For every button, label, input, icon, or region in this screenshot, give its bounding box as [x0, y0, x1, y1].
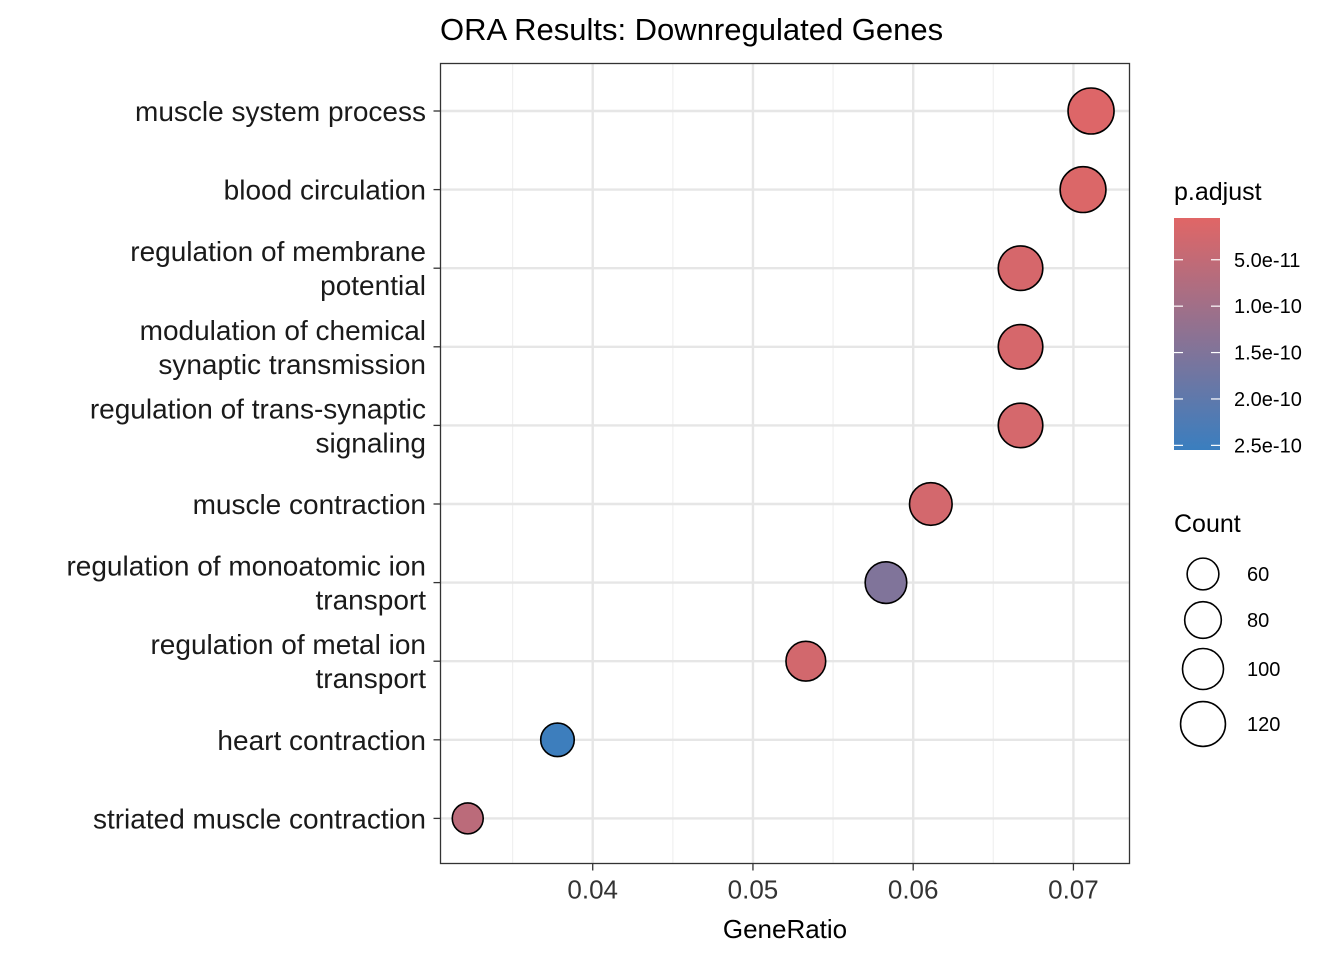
- color-legend-label: 1.0e-10: [1234, 296, 1302, 318]
- data-point: [785, 640, 827, 682]
- color-legend-bar: [1174, 218, 1220, 450]
- x-tick-label: 0.06: [888, 875, 939, 905]
- data-point: [997, 245, 1044, 292]
- color-legend-label: 2.5e-10: [1234, 435, 1302, 457]
- y-tick-label: modulation of chemical: [140, 315, 426, 346]
- color-legend-label: 1.5e-10: [1234, 343, 1302, 365]
- size-legend-title: Count: [1174, 510, 1241, 538]
- plot-panel-border: [439, 62, 1131, 865]
- x-axis: 0.04 0.05 0.06 0.07: [567, 863, 1099, 905]
- y-tick-label: regulation of monoatomic ion: [66, 551, 426, 582]
- size-legend: Count 60 80 100 120: [1174, 510, 1280, 748]
- size-legend-circle: [1181, 647, 1225, 691]
- size-legend-circle: [1179, 700, 1227, 748]
- size-legend-label: 120: [1247, 714, 1280, 736]
- y-tick-label: synaptic transmission: [158, 349, 426, 380]
- color-legend-label: 2.0e-10: [1234, 389, 1302, 411]
- x-tick-label: 0.07: [1048, 875, 1099, 905]
- data-point: [1059, 165, 1107, 214]
- data-point: [908, 481, 953, 527]
- size-legend-circle: [1183, 600, 1223, 640]
- y-tick-label: heart contraction: [217, 725, 426, 756]
- size-legend-label: 80: [1247, 610, 1269, 632]
- y-tick-label: transport: [316, 585, 427, 616]
- x-tick-label: 0.05: [728, 875, 779, 905]
- data-point: [1067, 87, 1115, 135]
- y-tick-label: transport: [316, 663, 427, 694]
- y-tick-label: regulation of trans-synaptic: [90, 393, 426, 424]
- y-tick-label: blood circulation: [224, 175, 426, 206]
- y-tick-label: signaling: [315, 427, 426, 458]
- y-tick-label: striated muscle contraction: [93, 803, 426, 834]
- y-tick-label: regulation of membrane: [130, 236, 426, 267]
- size-legend-label: 100: [1247, 659, 1280, 681]
- size-legend-label: 60: [1247, 564, 1269, 586]
- x-axis-title: GeneRatio: [723, 914, 847, 944]
- data-points: [451, 87, 1115, 835]
- data-point: [539, 722, 576, 758]
- y-tick-label: muscle system process: [135, 96, 426, 127]
- data-point: [451, 802, 485, 835]
- color-legend-title: p.adjust: [1174, 178, 1262, 206]
- y-tick-label: muscle contraction: [193, 489, 426, 520]
- y-tick-label: regulation of metal ion: [150, 629, 426, 660]
- y-tick-label: potential: [320, 270, 426, 301]
- chart-title: ORA Results: Downregulated Genes: [440, 12, 943, 47]
- data-point: [997, 402, 1044, 449]
- color-legend-label: 5.0e-11: [1234, 250, 1300, 272]
- color-legend: p.adjust 5.0e-11 1.0e-10 1.5e-10 2.0e-10 2.5…: [1174, 178, 1302, 457]
- y-axis: muscle system process blood circulation re…: [66, 96, 441, 834]
- size-legend-circle: [1186, 557, 1220, 591]
- data-point: [864, 561, 908, 605]
- data-point: [997, 323, 1044, 370]
- x-tick-label: 0.04: [567, 875, 618, 905]
